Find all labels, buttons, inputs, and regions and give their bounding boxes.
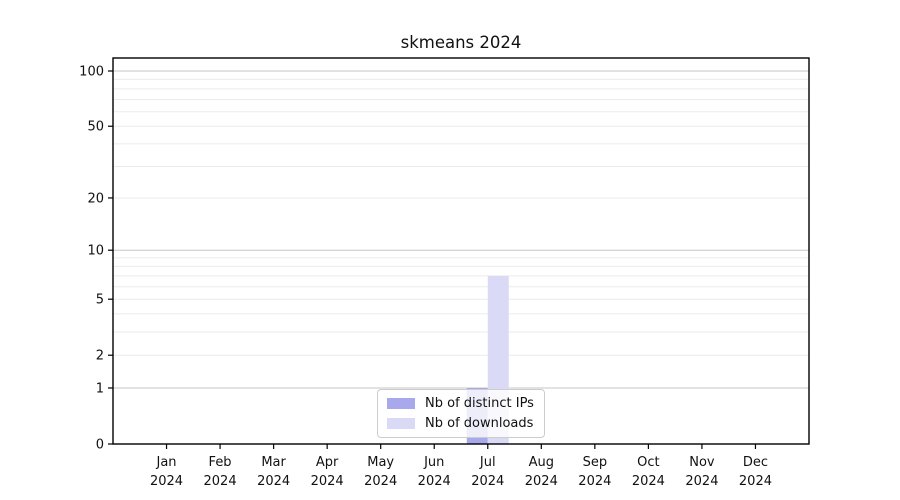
x-tick-label-month: Feb	[209, 455, 232, 470]
x-tick-label-month: Mar	[261, 455, 286, 470]
x-tick-label-year: 2024	[364, 474, 397, 489]
x-tick-label-year: 2024	[257, 474, 290, 489]
plot-area	[113, 58, 809, 444]
y-tick-label: 100	[79, 65, 104, 80]
chart-legend: Nb of distinct IPs Nb of downloads	[377, 389, 545, 438]
x-tick-label-month: May	[367, 455, 394, 470]
x-tick-label-year: 2024	[578, 474, 611, 489]
legend-label-downloads: Nb of downloads	[425, 416, 534, 431]
x-tick-label-month: Oct	[637, 455, 659, 470]
plot-border	[112, 57, 810, 445]
x-tick-label-year: 2024	[632, 474, 665, 489]
y-tick-label: 2	[96, 349, 104, 364]
x-tick-label-year: 2024	[685, 474, 718, 489]
y-tick-label: 0	[96, 438, 104, 453]
x-tick-label-month: Aug	[529, 455, 554, 470]
x-tick-label-year: 2024	[471, 474, 504, 489]
y-tick-label: 1	[96, 381, 104, 396]
y-tick-label: 50	[87, 120, 104, 135]
chart-title: skmeans 2024	[400, 33, 522, 52]
x-tick-label-year: 2024	[204, 474, 237, 489]
x-tick-label-year: 2024	[418, 474, 451, 489]
legend-label-distinct-ips: Nb of distinct IPs	[425, 396, 534, 411]
x-tick-label-month: Dec	[743, 455, 768, 470]
x-tick-label-year: 2024	[150, 474, 183, 489]
legend-swatch-distinct-ips	[387, 398, 415, 409]
legend-item-distinct-ips: Nb of distinct IPs	[387, 396, 534, 411]
x-tick-label-year: 2024	[739, 474, 772, 489]
x-tick-label-month: Apr	[316, 455, 339, 470]
x-tick-label-month: Nov	[689, 455, 715, 470]
x-tick-label-month: Jan	[156, 455, 177, 470]
x-tick-label-year: 2024	[311, 474, 344, 489]
x-tick-label-year: 2024	[525, 474, 558, 489]
y-tick-label: 5	[96, 293, 104, 308]
y-tick-label: 10	[87, 244, 104, 259]
x-tick-label-month: Sep	[583, 455, 608, 470]
x-tick-label-month: Jul	[479, 455, 496, 470]
legend-item-downloads: Nb of downloads	[387, 416, 534, 431]
legend-swatch-downloads	[387, 418, 415, 429]
y-tick-label: 20	[87, 191, 104, 206]
x-tick-label-month: Jun	[423, 455, 444, 470]
